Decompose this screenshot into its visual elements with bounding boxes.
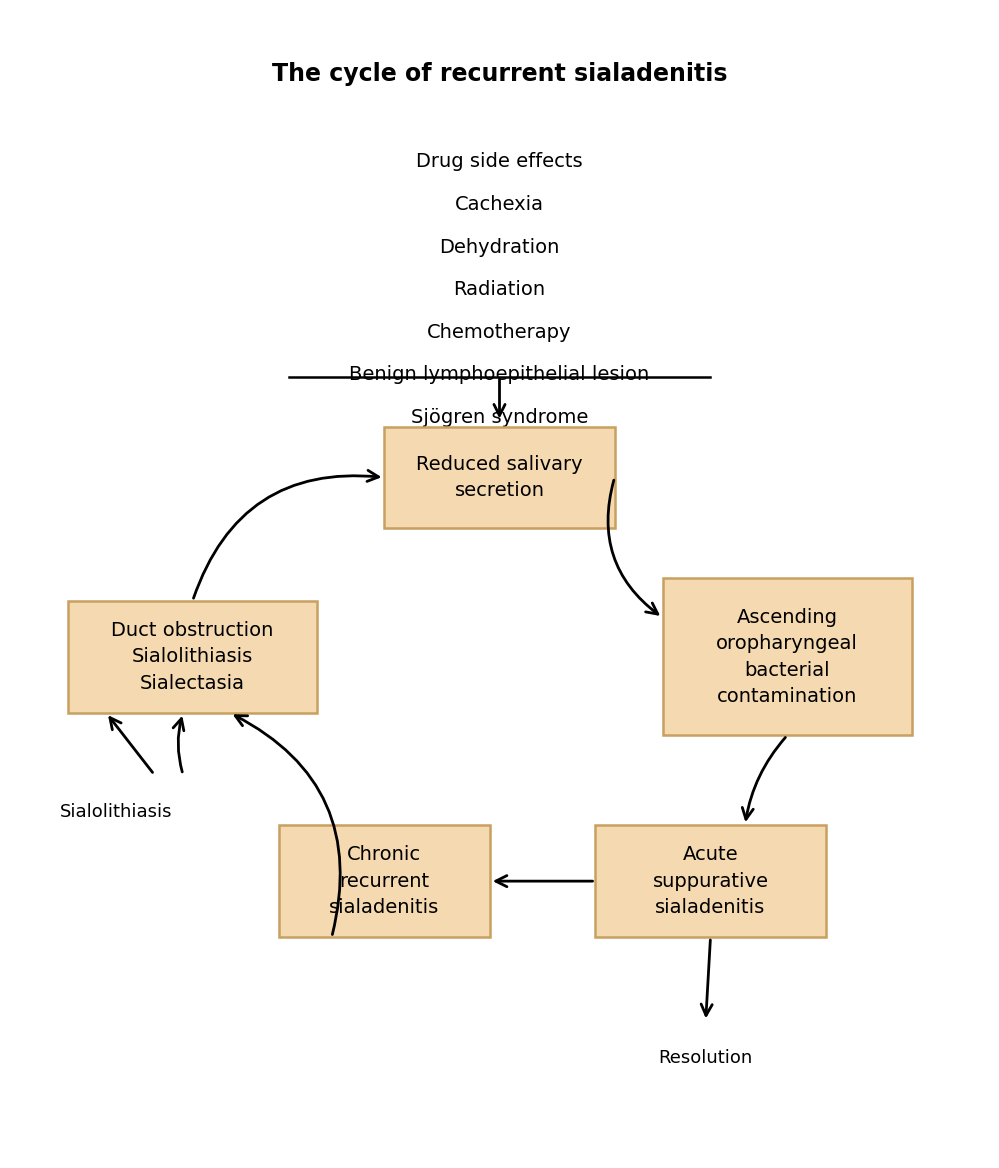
Text: Benign lymphoepithelial lesion: Benign lymphoepithelial lesion	[350, 366, 649, 384]
Text: Reduced salivary
secretion: Reduced salivary secretion	[417, 454, 582, 500]
Text: Sialolithiasis: Sialolithiasis	[60, 802, 172, 821]
FancyBboxPatch shape	[662, 578, 912, 736]
FancyBboxPatch shape	[595, 825, 825, 937]
FancyBboxPatch shape	[68, 600, 318, 712]
Text: Chemotherapy: Chemotherapy	[428, 322, 571, 342]
Text: Stress: Stress	[470, 451, 529, 470]
Text: Duct obstruction
Sialolithiasis
Sialectasia: Duct obstruction Sialolithiasis Sialecta…	[112, 621, 274, 693]
Text: Radiation: Radiation	[454, 280, 545, 299]
Text: Ascending
oropharyngeal
bacterial
contamination: Ascending oropharyngeal bacterial contam…	[716, 607, 858, 707]
Text: The cycle of recurrent sialadenitis: The cycle of recurrent sialadenitis	[272, 62, 727, 85]
Text: Cachexia: Cachexia	[455, 195, 544, 214]
FancyBboxPatch shape	[279, 825, 490, 937]
Text: Dehydration: Dehydration	[440, 237, 559, 257]
Text: Resolution: Resolution	[658, 1049, 753, 1068]
FancyBboxPatch shape	[385, 427, 614, 528]
Text: Acute
suppurative
sialadenitis: Acute suppurative sialadenitis	[652, 846, 768, 917]
Text: Drug side effects: Drug side effects	[417, 152, 582, 172]
Text: Sjögren syndrome: Sjögren syndrome	[411, 408, 588, 427]
Text: Chronic
recurrent
sialadenitis: Chronic recurrent sialadenitis	[330, 846, 440, 917]
